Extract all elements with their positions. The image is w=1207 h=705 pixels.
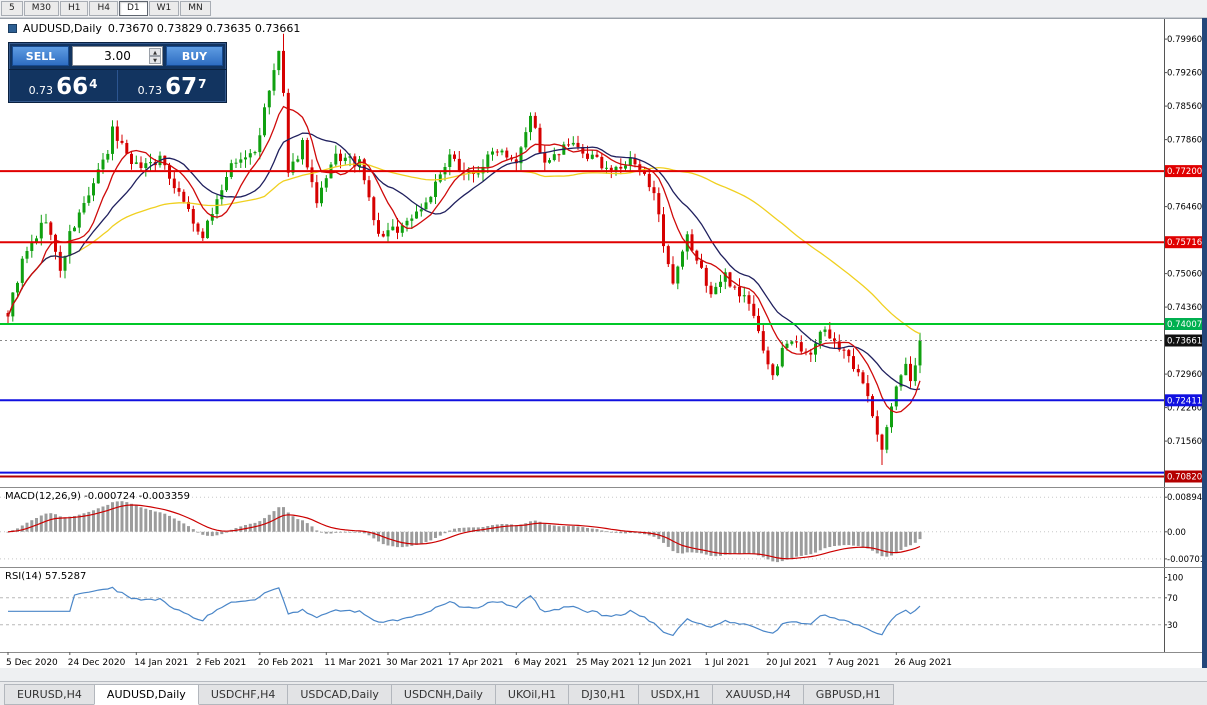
svg-text:0.72411: 0.72411 xyxy=(1167,396,1202,406)
tab-usdcad-daily[interactable]: USDCAD,Daily xyxy=(287,684,392,705)
sell-price-big: 66 xyxy=(56,74,89,101)
buy-button[interactable]: BUY xyxy=(166,46,223,66)
svg-text:30 Mar 2021: 30 Mar 2021 xyxy=(386,658,443,668)
svg-text:0.72960: 0.72960 xyxy=(1167,370,1202,380)
svg-text:0.74007: 0.74007 xyxy=(1167,320,1202,330)
buy-price-prefix: 0.73 xyxy=(137,83,163,97)
svg-text:0.77860: 0.77860 xyxy=(1167,136,1202,146)
chart-header: AUDUSD,Daily 0.73670 0.73829 0.73635 0.7… xyxy=(8,22,300,35)
chart-icon xyxy=(8,24,17,33)
timeframe-button-h1[interactable]: H1 xyxy=(59,1,89,16)
timeframe-button-d1[interactable]: D1 xyxy=(118,1,148,16)
sell-price-sup: 4 xyxy=(89,77,98,91)
tab-usdx-h1[interactable]: USDX,H1 xyxy=(637,684,714,705)
tab-audusd-daily[interactable]: AUDUSD,Daily xyxy=(93,684,199,705)
tab-usdchf-h4[interactable]: USDCHF,H4 xyxy=(197,684,289,705)
sell-price-display: 0.73 66 4 xyxy=(9,70,117,102)
rsi-panel: RSI(14) 57.5287 100 70 30 xyxy=(0,571,1183,637)
svg-text:70: 70 xyxy=(1167,594,1178,604)
svg-text:26 Aug 2021: 26 Aug 2021 xyxy=(894,658,952,668)
timeframe-button-w1[interactable]: W1 xyxy=(148,1,180,16)
volume-control[interactable]: 3.00 ▲ ▼ xyxy=(72,46,163,66)
price-divider xyxy=(117,70,118,102)
svg-text:0.73661: 0.73661 xyxy=(1167,337,1202,347)
svg-text:RSI(14) 57.5287: RSI(14) 57.5287 xyxy=(5,571,86,582)
volume-spinner[interactable]: ▲ ▼ xyxy=(149,48,161,64)
svg-text:17 Apr 2021: 17 Apr 2021 xyxy=(448,658,504,668)
volume-down-icon[interactable]: ▼ xyxy=(149,56,161,64)
svg-text:100: 100 xyxy=(1167,574,1183,584)
svg-text:12 Jun 2021: 12 Jun 2021 xyxy=(638,658,692,668)
tab-gbpusd-h1[interactable]: GBPUSD,H1 xyxy=(802,684,894,705)
volume-up-icon[interactable]: ▲ xyxy=(149,48,161,56)
svg-text:5 Dec 2020: 5 Dec 2020 xyxy=(6,658,58,668)
tab-usdcnh-daily[interactable]: USDCNH,Daily xyxy=(390,684,496,705)
svg-text:0.75060: 0.75060 xyxy=(1167,270,1202,280)
svg-text:25 May 2021: 25 May 2021 xyxy=(576,658,635,668)
tab-dj30-h1[interactable]: DJ30,H1 xyxy=(568,684,639,705)
svg-text:0.75716: 0.75716 xyxy=(1167,238,1202,248)
timeframe-button-m30[interactable]: M30 xyxy=(23,1,59,16)
svg-text:1 Jul 2021: 1 Jul 2021 xyxy=(704,658,749,668)
one-click-trading-panel: SELL 3.00 ▲ ▼ BUY 0.73 66 4 0.73 67 7 xyxy=(8,42,227,103)
svg-text:0.79260: 0.79260 xyxy=(1167,69,1202,79)
svg-text:-0.00701: -0.00701 xyxy=(1167,555,1205,565)
svg-text:11 Mar 2021: 11 Mar 2021 xyxy=(324,658,381,668)
svg-text:30: 30 xyxy=(1167,621,1178,631)
sell-price-prefix: 0.73 xyxy=(28,83,54,97)
chart-window: 0.79960 0.79260 0.78560 0.77860 0.76460 0.750… xyxy=(0,18,1207,698)
svg-text:24 Dec 2020: 24 Dec 2020 xyxy=(68,658,126,668)
tab-xauusd-h4[interactable]: XAUUSD,H4 xyxy=(712,684,804,705)
svg-text:MACD(12,26,9) -0.000724 -0.003: MACD(12,26,9) -0.000724 -0.003359 xyxy=(5,491,190,502)
svg-text:2 Feb 2021: 2 Feb 2021 xyxy=(196,658,246,668)
right-edge-strip xyxy=(1202,18,1207,668)
svg-text:0.74360: 0.74360 xyxy=(1167,303,1202,313)
svg-text:0.78560: 0.78560 xyxy=(1167,102,1202,112)
macd-panel: MACD(12,26,9) -0.000724 -0.003359 0.00894… xyxy=(0,491,1205,565)
svg-text:14 Jan 2021: 14 Jan 2021 xyxy=(134,658,188,668)
svg-text:20 Feb 2021: 20 Feb 2021 xyxy=(258,658,314,668)
chart-canvas[interactable]: 0.79960 0.79260 0.78560 0.77860 0.76460 0.750… xyxy=(0,18,1207,668)
candlestick-series xyxy=(6,33,922,465)
panel-dividers xyxy=(0,18,1207,653)
svg-text:20 Jul 2021: 20 Jul 2021 xyxy=(766,658,817,668)
tab-ukoil-h1[interactable]: UKOil,H1 xyxy=(494,684,570,705)
buy-price-display: 0.73 67 7 xyxy=(118,70,226,102)
volume-value[interactable]: 3.00 xyxy=(104,49,131,63)
svg-text:0.77200: 0.77200 xyxy=(1167,167,1202,177)
timeframe-button-mn[interactable]: MN xyxy=(180,1,211,16)
svg-text:0.72260: 0.72260 xyxy=(1167,404,1202,414)
svg-text:0.79960: 0.79960 xyxy=(1167,35,1202,45)
timeframe-toolbar: 5 M30 H1 H4 D1 W1 MN xyxy=(0,0,1207,18)
horizontal-lines[interactable] xyxy=(0,170,1164,478)
chart-ohlc-values: 0.73670 0.73829 0.73635 0.73661 xyxy=(107,22,301,35)
chart-symbol-label: AUDUSD,Daily xyxy=(23,22,102,35)
svg-text:7 Aug 2021: 7 Aug 2021 xyxy=(828,658,880,668)
svg-text:0.00: 0.00 xyxy=(1167,528,1186,538)
sell-button[interactable]: SELL xyxy=(12,46,69,66)
buy-price-big: 67 xyxy=(165,74,198,101)
svg-text:0.00894: 0.00894 xyxy=(1167,493,1202,503)
date-axis: 5 Dec 2020 24 Dec 2020 14 Jan 2021 2 Feb 20… xyxy=(6,652,952,668)
chart-tab-bar: EURUSD,H4 AUDUSD,Daily USDCHF,H4 USDCAD,Dai… xyxy=(0,681,1207,705)
svg-text:0.70820: 0.70820 xyxy=(1167,473,1202,483)
tab-eurusd-h4[interactable]: EURUSD,H4 xyxy=(4,684,95,705)
price-axis: 0.79960 0.79260 0.78560 0.77860 0.76460 0.750… xyxy=(1164,18,1202,652)
timeframe-button-h4[interactable]: H4 xyxy=(89,1,118,16)
timeframe-button-5[interactable]: 5 xyxy=(1,1,23,16)
svg-text:6 May 2021: 6 May 2021 xyxy=(514,658,567,668)
svg-text:0.71560: 0.71560 xyxy=(1167,437,1202,447)
buy-price-sup: 7 xyxy=(198,77,207,91)
svg-text:0.76460: 0.76460 xyxy=(1167,203,1202,213)
